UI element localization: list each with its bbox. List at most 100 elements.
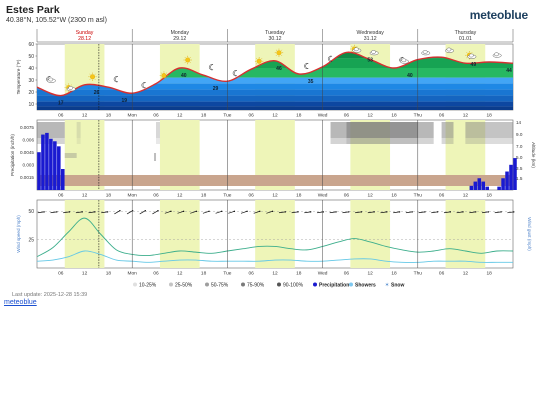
sun-ray [160,77,162,79]
moon-icon [113,76,118,83]
arrow-head [233,210,236,213]
meteoblue-logo[interactable]: meteoblue [469,8,528,22]
cloud-puff [48,77,54,82]
x-tick-label: 18 [106,193,112,199]
altitude-tick-label: 1.5 [516,176,523,181]
x-tick-label: 18 [487,193,493,199]
temperature-value-label: 46 [276,66,282,72]
day-name-label: Thursday [455,30,477,36]
legend-cloud-swatch [277,282,281,287]
sun-ray [94,73,96,75]
precip-y-tick-label: 0.0045 [20,150,34,155]
wind-gust-axis-label: Wind gust (mph) [527,217,532,251]
arrow-head [246,210,248,213]
wind-y-tick-label: 25 [28,237,34,243]
wind-direction-arrow [304,211,312,214]
cloud-puff [468,53,474,58]
arrow-head [144,210,146,212]
arrow-head [386,211,388,213]
arrow-shaft [139,210,146,215]
day-name-label: Monday [171,30,190,36]
cloud-cover-block [441,138,454,144]
arrow-shaft [101,211,108,214]
sun-ray [280,49,283,51]
arrow-shaft [355,211,362,214]
sun-disc [161,73,167,79]
day-date-label: 30.12 [269,36,282,42]
wind-direction-arrow [177,210,185,214]
x-tick-label: 18 [106,113,112,119]
legend-label: Showers [355,282,376,288]
wind-direction-arrow [240,210,248,214]
precipitation-bar [513,158,517,190]
arrow-shaft [152,210,159,215]
wind-direction-arrow [190,210,198,214]
precipitation-bar [505,171,509,190]
cloud-cover-block [76,138,81,144]
cloud-cover-block [37,122,65,138]
arrow-head [348,211,350,213]
x-tick-label: 06 [153,193,159,199]
x-tick-label: 12 [177,193,183,199]
arrow-head [424,211,426,213]
wind-direction-arrow [88,211,96,214]
x-tick-label: Mon [128,193,138,199]
cloud-icon [492,52,502,58]
wind-direction-arrow [431,211,439,214]
moon-icon [304,62,309,70]
wind-direction-arrow [114,210,121,215]
wind-direction-arrow [266,210,274,214]
altitude-tick-label: 3.5 [516,166,523,171]
sun-ray [89,78,91,80]
arrow-shaft [367,211,375,214]
cloud-puff [422,50,428,54]
wind-direction-arrow [418,211,426,214]
sun-ray [89,73,91,75]
x-tick-label: 06 [439,193,445,199]
legend-label: Snow [391,282,404,288]
arrow-head [94,211,96,213]
wind-direction-arrow [380,211,388,214]
footer-meteoblue-link[interactable]: meteoblue [4,299,37,306]
temperature-value-label: 49 [471,62,477,68]
temp-y-tick-label: 60 [28,42,34,48]
arrow-shaft [317,211,324,214]
arrow-shaft [126,210,133,215]
cloud-cover-block [64,153,77,158]
wind-speed-axis-label: Wind speed (mph) [16,215,21,253]
arrow-shaft [304,211,311,214]
cloud-cover-block [346,122,418,138]
sun-ray [261,63,263,65]
x-tick-label: 12 [82,271,88,277]
arrow-shaft [114,210,121,215]
sun-disc [276,50,282,56]
legend-label: Precipitation [319,282,349,288]
precipitation-bar [473,181,478,190]
precipitation-bar [501,178,505,190]
temp-y-axis-label: Temperature (°F) [16,59,21,94]
precipitation-bar [61,169,65,190]
sun-ray [275,54,278,56]
x-tick-label: Thu [414,193,423,199]
day-date-label: 28.12 [78,36,91,42]
cloud-cover-block [156,122,160,138]
wind-direction-arrow [101,211,109,214]
temperature-value-label: 35 [308,79,314,85]
sun-ray [165,77,168,79]
arrow-shaft [278,211,286,214]
legend-label: 75-90% [247,282,265,288]
arrow-head [322,211,325,213]
sun-ray [65,84,67,86]
legend-showers-swatch [349,282,353,287]
cloud-icon [400,58,409,64]
arrow-head [449,211,452,213]
sun-ray [160,72,162,74]
daylight-band [255,200,295,268]
arrow-shaft [329,211,337,214]
arrow-shaft [418,211,425,214]
cloud-puff [446,47,452,52]
arrow-shaft [507,211,514,214]
arrow-head [335,211,337,213]
precip-y-tick-label: 0.003 [23,163,35,168]
x-tick-label: 18 [391,193,397,199]
